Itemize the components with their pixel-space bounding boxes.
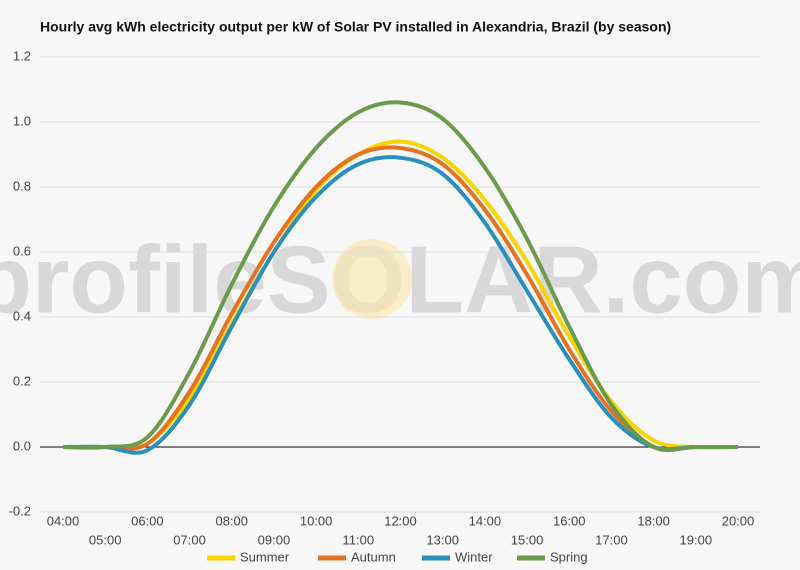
legend-label: Autumn	[351, 549, 396, 564]
y-tick-label: 0.4	[13, 308, 31, 323]
line-series	[62, 155, 738, 455]
x-tick-label: 11:00	[343, 532, 375, 547]
x-tick-label: 05:00	[89, 532, 122, 547]
chart-title: Hourly avg kWh electricity output per kW…	[40, 19, 671, 35]
x-tick-label: 06:00	[131, 513, 164, 528]
watermark-sun	[332, 239, 412, 319]
y-tick-label: 0.2	[13, 373, 31, 388]
legend-label: Summer	[240, 549, 290, 564]
y-tick-label: 1.2	[13, 48, 31, 63]
line-series	[62, 145, 738, 452]
y-tick-label: 0.0	[13, 438, 31, 453]
x-tick-label: 13:00	[426, 532, 459, 547]
x-tick-label: 17:00	[595, 532, 628, 547]
x-tick-label: 07:00	[173, 532, 206, 547]
legend-label: Winter	[455, 549, 493, 564]
x-tick-label: 12:00	[384, 513, 417, 528]
x-tick-label: 20:00	[722, 513, 755, 528]
x-tick-label: 14:00	[469, 513, 502, 528]
y-tick-label: 0.8	[13, 178, 31, 193]
x-tick-label: 16:00	[553, 513, 586, 528]
x-tick-label: 09:00	[258, 532, 291, 547]
x-tick-label: 08:00	[215, 513, 248, 528]
x-tick-label: 19:00	[680, 532, 713, 547]
line-series	[62, 139, 739, 451]
legend-label: Spring	[550, 549, 588, 564]
y-tick-label: 0.6	[13, 243, 31, 258]
x-tick-label: 18:00	[637, 513, 670, 528]
x-tick-label: 04:00	[47, 513, 80, 528]
x-tick-label: 15:00	[511, 532, 544, 547]
line-series	[62, 100, 738, 453]
y-tick-label: 1.0	[13, 113, 31, 128]
y-tick-label: -0.2	[9, 503, 31, 518]
x-tick-label: 10:00	[300, 513, 333, 528]
